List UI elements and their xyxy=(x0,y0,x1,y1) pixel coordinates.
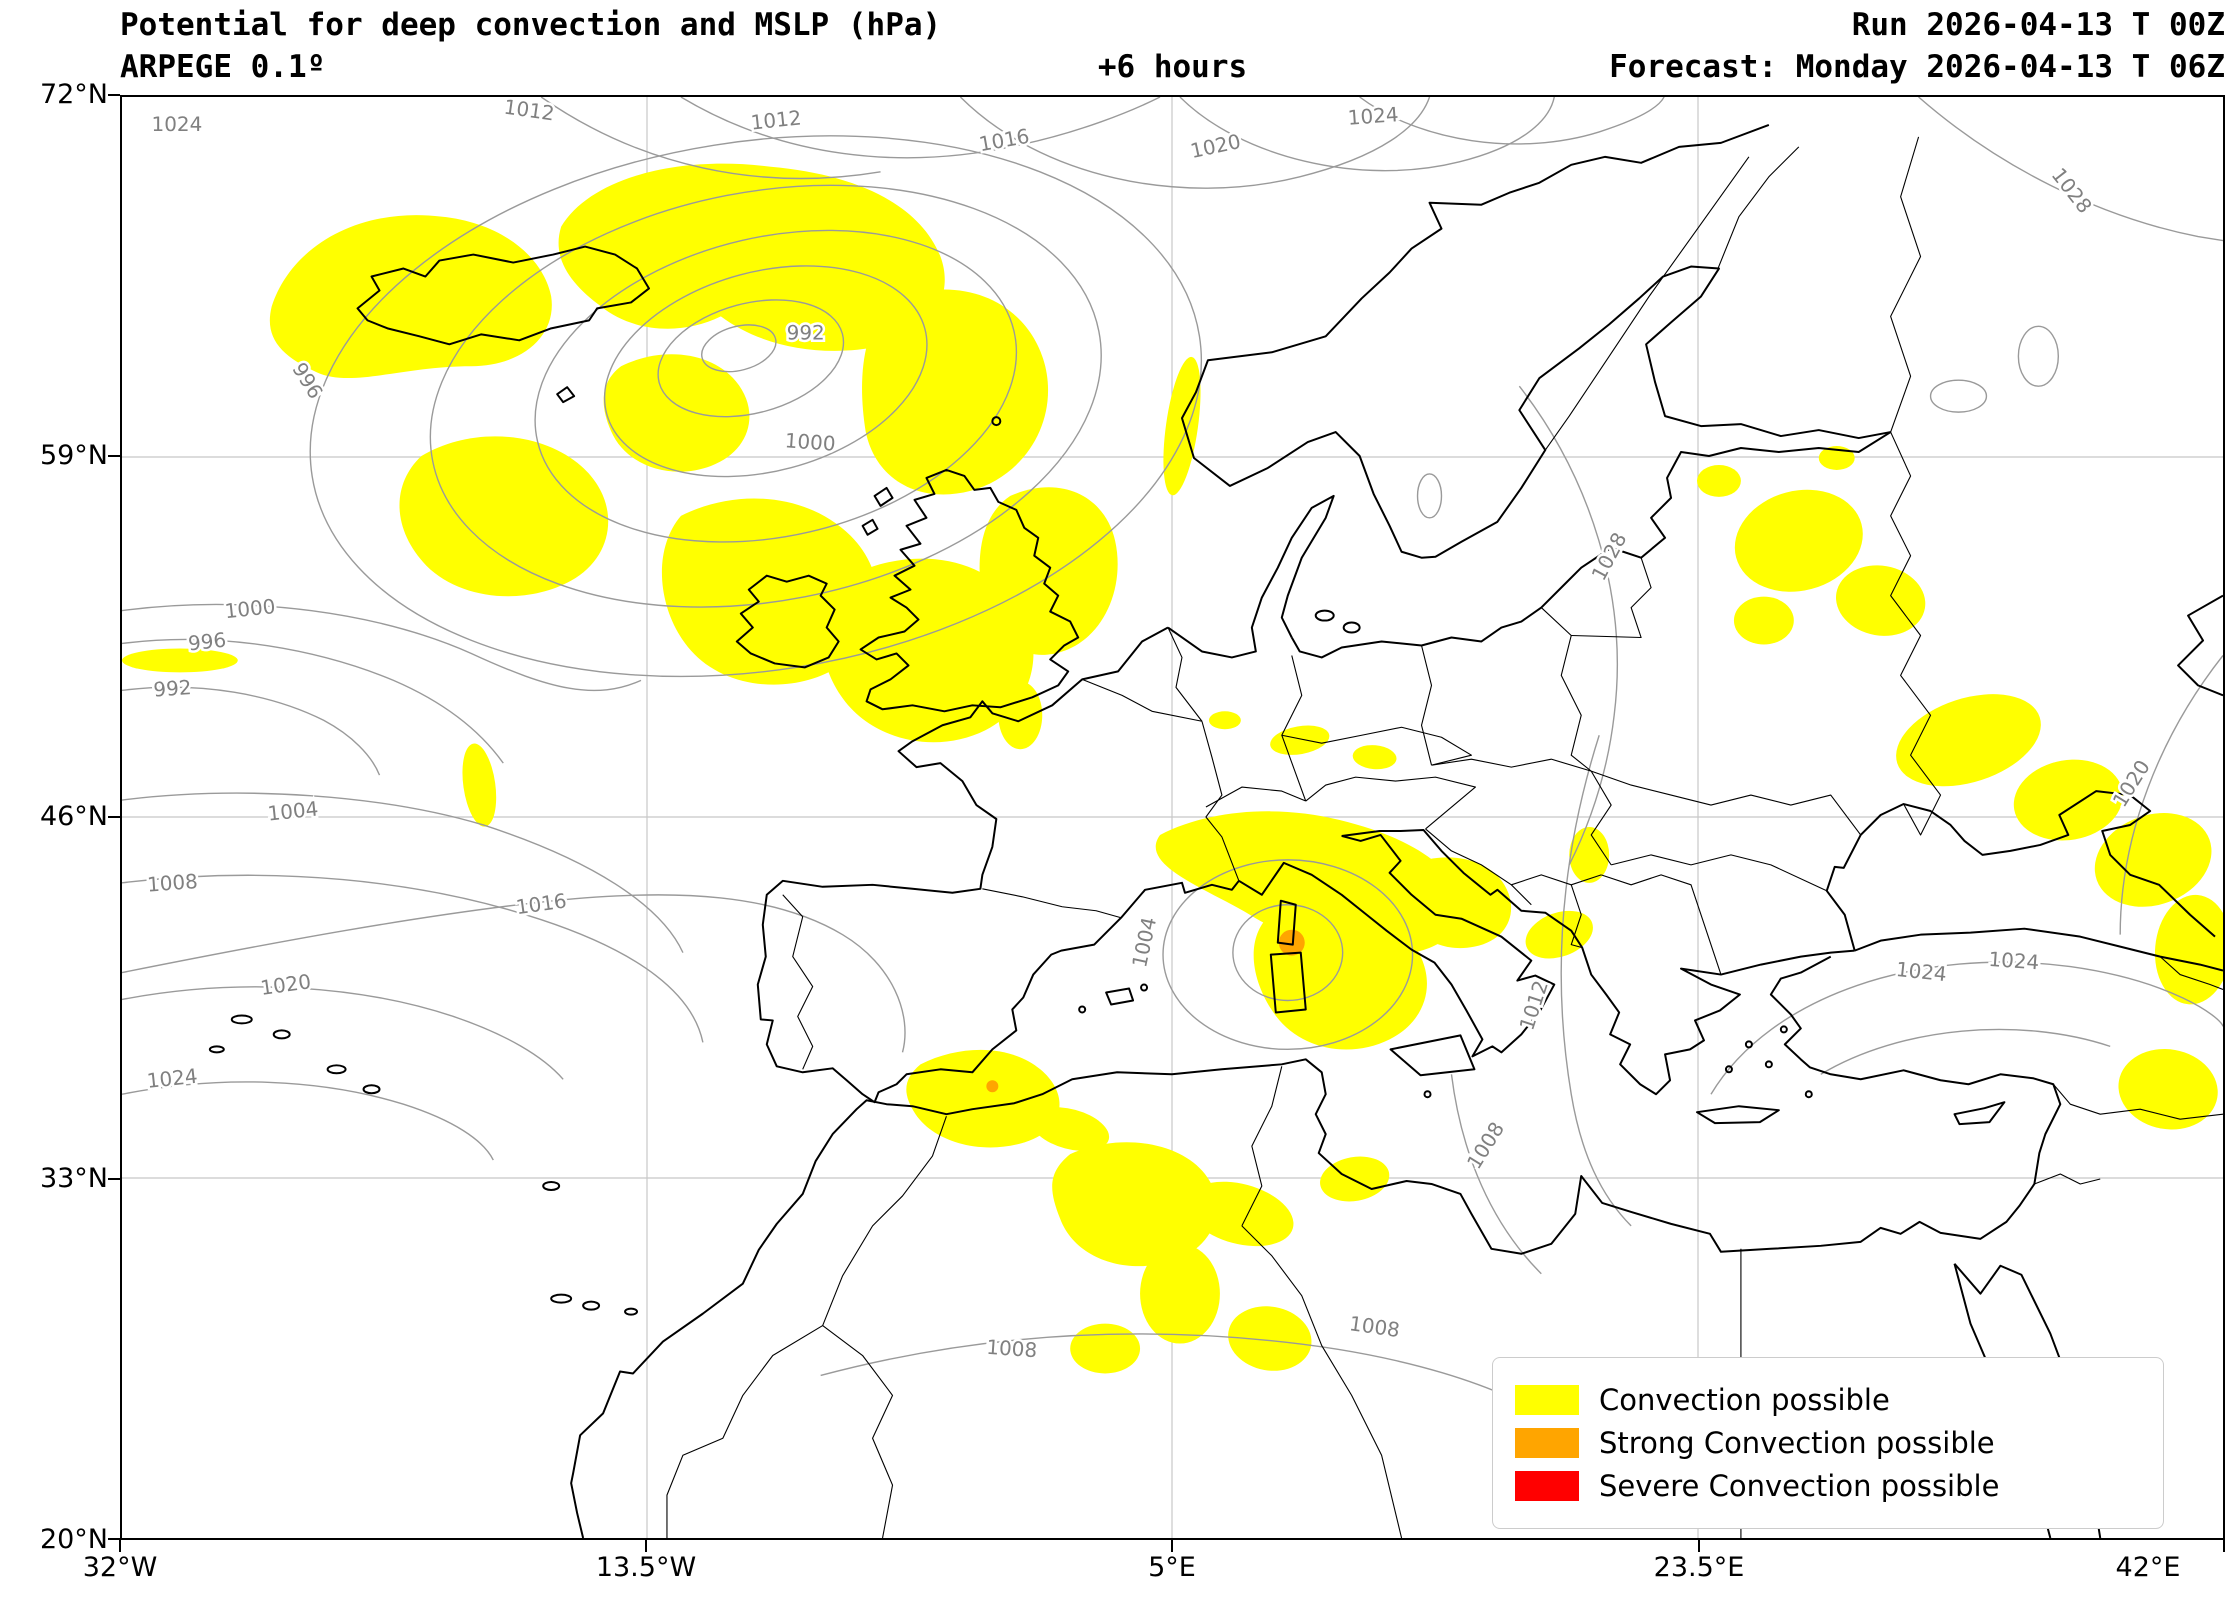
x-tick-label-32w: 32°W xyxy=(82,1552,158,1583)
isobar-label: 1024 xyxy=(152,112,203,136)
model-name: ARPEGE 0.1º xyxy=(120,49,326,85)
x-tickmark xyxy=(119,1540,121,1552)
x-tickmark xyxy=(1698,1540,1700,1552)
forecast-datetime: Forecast: Monday 2026-04-13 T 06Z xyxy=(1609,49,2225,85)
y-tickmark xyxy=(108,816,120,818)
legend-swatch-strong-convection xyxy=(1515,1428,1579,1458)
isobar-label: 1008 xyxy=(146,869,198,896)
convection-possible-layer xyxy=(122,163,2223,1374)
isobar-label: 1016 xyxy=(977,124,1031,156)
legend-item-convection: Convection possible xyxy=(1515,1383,2141,1417)
y-tickmark xyxy=(108,94,120,96)
x-tick-label-5e: 5°E xyxy=(1148,1552,1196,1583)
y-tickmark xyxy=(108,455,120,457)
strong-convection-layer xyxy=(986,929,1305,1093)
legend-item-strong-convection: Strong Convection possible xyxy=(1515,1426,2141,1460)
legend-swatch-convection xyxy=(1515,1385,1579,1415)
isobar-label: 1024 xyxy=(1895,957,1948,986)
isobar-label: 1008 xyxy=(1348,1311,1402,1342)
x-tickmark xyxy=(2223,1540,2225,1552)
isobar-label: 1004 xyxy=(266,796,319,825)
x-tick-label-235e: 23.5°E xyxy=(1653,1552,1745,1583)
legend-label-convection: Convection possible xyxy=(1599,1383,1890,1417)
y-tick-label-72n: 72°N xyxy=(39,79,108,110)
y-tick-label-59n: 59°N xyxy=(39,440,108,471)
legend-item-severe-convection: Severe Convection possible xyxy=(1515,1469,2141,1503)
isobar-label: 996 xyxy=(187,628,227,656)
isobar-label: 1008 xyxy=(986,1335,1038,1362)
y-tickmark xyxy=(108,1178,120,1180)
x-tickmark xyxy=(645,1540,647,1552)
isobar-label: 1020 xyxy=(1188,129,1243,163)
y-tickmark xyxy=(108,1538,120,1540)
y-tick-label-46n: 46°N xyxy=(39,801,108,832)
lead-time: +6 hours xyxy=(1097,49,1248,85)
isobar-label: 1024 xyxy=(1347,102,1399,129)
legend-swatch-severe-convection xyxy=(1515,1471,1579,1501)
x-tick-label-135w: 13.5°W xyxy=(595,1552,697,1583)
isobar-label: 1012 xyxy=(502,97,556,125)
legend-label-severe-convection: Severe Convection possible xyxy=(1599,1469,2000,1503)
isobar-label: 1008 xyxy=(1462,1118,1509,1174)
country-borders-layer xyxy=(666,136,2223,1538)
isobar-label: 1028 xyxy=(1586,528,1631,584)
x-tickmark xyxy=(1171,1540,1173,1552)
y-tick-label-33n: 33°N xyxy=(39,1163,108,1194)
isobar-label: 992 xyxy=(153,675,193,702)
isobar-label: 1000 xyxy=(224,594,277,623)
isobar-label: 1012 xyxy=(750,105,803,134)
legend-label-strong-convection: Strong Convection possible xyxy=(1599,1426,1995,1460)
legend: Convection possible Strong Convection po… xyxy=(1492,1357,2164,1529)
coastlines-layer xyxy=(208,123,2223,1538)
isobar-label: 1004 xyxy=(1127,915,1161,970)
isobar-label: 1012 xyxy=(1514,977,1553,1033)
chart-title: Potential for deep convection and MSLP (… xyxy=(120,7,942,43)
x-tick-label-42e: 42°E xyxy=(2115,1552,2181,1583)
isobar-label: 1024 xyxy=(1988,947,2040,974)
isobar-label: 1024 xyxy=(146,1064,199,1093)
isobar-label: 1020 xyxy=(259,969,313,1000)
map-plot-area: 1024 1012 1012 1016 1020 1024 1028 992 9… xyxy=(120,95,2225,1540)
isobar-label: 1016 xyxy=(514,888,568,919)
isobar-label: 992 xyxy=(787,320,825,344)
y-tick-label-20n: 20°N xyxy=(39,1524,108,1555)
isobar-label: 1028 xyxy=(2047,163,2097,218)
run-datetime: Run 2026-04-13 T 00Z xyxy=(1851,7,2225,43)
weather-map-svg: 1024 1012 1012 1016 1020 1024 1028 992 9… xyxy=(122,97,2223,1538)
isobar-label: 1000 xyxy=(784,428,836,455)
